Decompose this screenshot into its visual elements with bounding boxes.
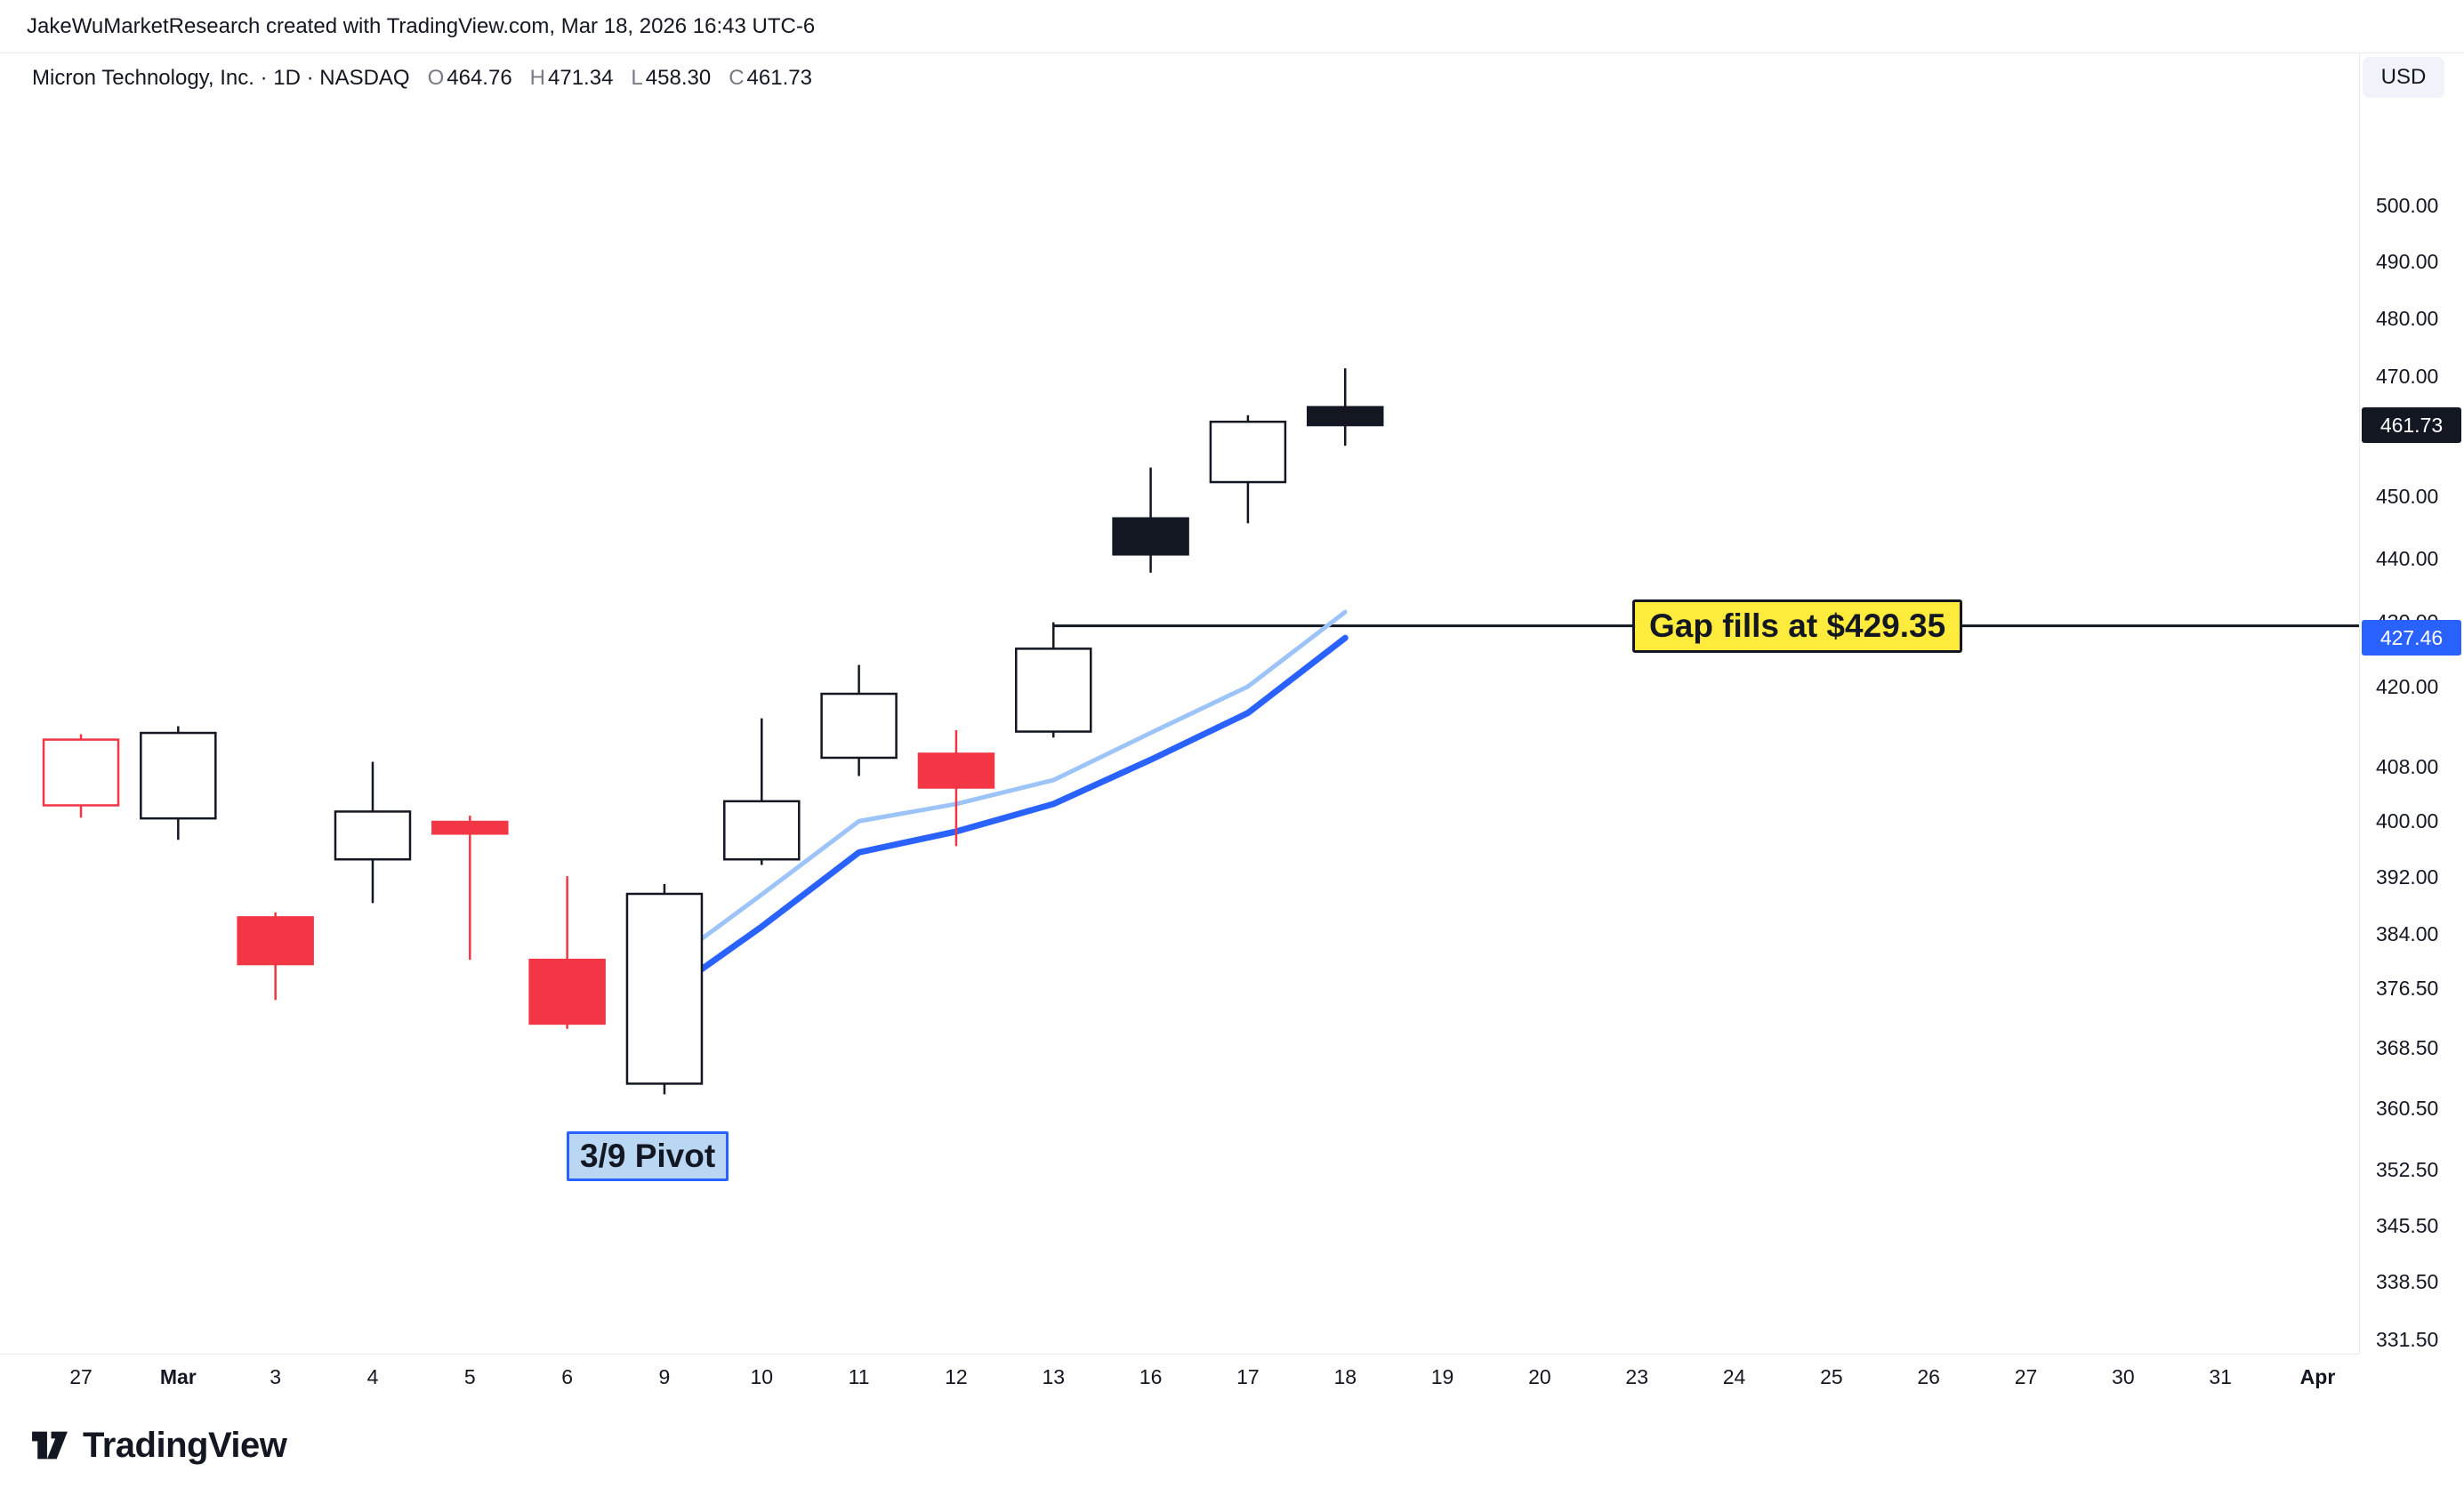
time-tick: 5 <box>463 1365 476 1388</box>
ohlc-label: C <box>729 66 745 90</box>
gap-fill-annotation[interactable]: Gap fills at $429.35 <box>1632 599 1963 653</box>
price-badge: 461.73 <box>2362 407 2461 444</box>
ohlc-values: O 464.76 H 471.34 L 458.30 C 461.73 <box>410 66 812 91</box>
time-tick: 31 <box>2209 1365 2232 1388</box>
candle-body <box>334 810 412 861</box>
price-tick: 470.00 <box>2376 364 2439 388</box>
price-tick: 384.00 <box>2376 921 2439 945</box>
symbol-title: Micron Technology, Inc. · 1D · NASDAQ <box>32 66 410 90</box>
ohlc-label: L <box>631 66 643 90</box>
time-tick: 9 <box>658 1365 671 1388</box>
price-tick: 392.00 <box>2376 865 2439 889</box>
price-tick: 450.00 <box>2376 484 2439 508</box>
ohlc-label: H <box>529 66 546 90</box>
price-tick: 400.00 <box>2376 809 2439 833</box>
price-tick: 408.00 <box>2376 754 2439 778</box>
candle-body <box>917 752 995 789</box>
candle-body <box>625 892 704 1085</box>
time-tick: 11 <box>848 1365 870 1388</box>
candle-body <box>42 738 120 807</box>
candle-body <box>723 800 801 861</box>
pivot-annotation[interactable]: 3/9 Pivot <box>567 1131 729 1181</box>
time-tick: Mar <box>159 1365 197 1388</box>
price-tick: 440.00 <box>2376 546 2439 570</box>
tradingview-logo-icon <box>32 1431 68 1460</box>
time-tick: 19 <box>1430 1365 1454 1388</box>
price-tick: 376.50 <box>2376 977 2439 1001</box>
ohlc-value: 461.73 <box>746 66 812 90</box>
price-tick: 331.50 <box>2376 1328 2439 1351</box>
time-tick: 20 <box>1528 1365 1551 1388</box>
time-tick: 24 <box>1722 1365 1746 1388</box>
ohlc-value: 471.34 <box>548 66 614 90</box>
time-tick: 26 <box>1917 1365 1940 1388</box>
price-tick: 480.00 <box>2376 306 2439 330</box>
price-tick: 500.00 <box>2376 194 2439 217</box>
ohlc-value: 464.76 <box>447 66 512 90</box>
candle-body <box>1112 517 1189 556</box>
price-axis[interactable]: 500.00490.00480.00470.00460.00450.00440.… <box>2359 53 2464 1354</box>
ohlc-value: 458.30 <box>645 66 712 90</box>
currency-toggle-button[interactable]: USD <box>2363 57 2444 98</box>
candle-body <box>1209 420 1287 484</box>
time-tick: 18 <box>1333 1365 1357 1388</box>
price-badge: 427.46 <box>2362 620 2461 656</box>
time-tick: 4 <box>366 1365 379 1388</box>
candle-body <box>140 731 217 820</box>
ohlc-label: O <box>427 66 445 90</box>
time-tick: 30 <box>2112 1365 2135 1388</box>
candle-body <box>237 916 314 966</box>
candle-body <box>1306 406 1384 427</box>
time-axis[interactable]: 27 Mar 3 4 5 6 9 10 11 12 13 16 17 18 19 20 23 24 25 26 27 30… <box>0 1354 2359 1399</box>
attribution-text: JakeWuMarketResearch created with Tradin… <box>27 13 816 38</box>
time-tick: 23 <box>1625 1365 1648 1388</box>
time-tick: 16 <box>1139 1365 1163 1388</box>
price-tick: 490.00 <box>2376 249 2439 273</box>
time-tick: 3 <box>270 1365 282 1388</box>
price-tick: 352.50 <box>2376 1158 2439 1182</box>
price-tick: 368.50 <box>2376 1035 2439 1059</box>
ma-slow-line <box>661 634 1349 999</box>
time-tick: 10 <box>750 1365 774 1388</box>
ma-fast-line <box>662 609 1348 969</box>
price-tick: 360.50 <box>2376 1096 2439 1120</box>
tradingview-wordmark: TradingView <box>83 1425 287 1465</box>
time-tick: 27 <box>69 1365 93 1388</box>
time-tick: 17 <box>1236 1365 1260 1388</box>
footer-branding: TradingView <box>29 1425 287 1466</box>
time-tick: Apr <box>2299 1365 2336 1388</box>
time-tick: 27 <box>2014 1365 2038 1388</box>
time-tick: 6 <box>561 1365 574 1388</box>
attribution-bar: JakeWuMarketResearch created with Tradin… <box>0 0 2464 53</box>
time-tick: 12 <box>945 1365 968 1388</box>
candle-body <box>1015 647 1092 733</box>
price-tick: 420.00 <box>2376 674 2439 698</box>
time-tick: 25 <box>1820 1365 1843 1388</box>
time-tick: 13 <box>1042 1365 1066 1388</box>
candle-body <box>528 958 606 1025</box>
candle-body <box>431 820 509 835</box>
candle-body <box>820 692 898 760</box>
price-tick: 338.50 <box>2376 1270 2439 1294</box>
price-tick: 345.50 <box>2376 1213 2439 1237</box>
